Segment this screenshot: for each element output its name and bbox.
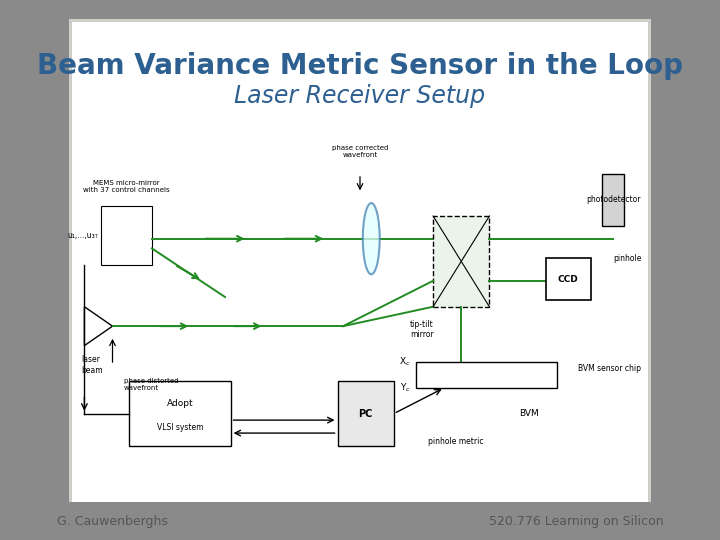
Ellipse shape xyxy=(363,203,379,274)
Bar xyxy=(69,19,651,505)
Text: u₁,...,u₃₇: u₁,...,u₃₇ xyxy=(68,231,99,240)
Text: MEMS micro-mirror
with 37 control channels: MEMS micro-mirror with 37 control channe… xyxy=(84,180,170,193)
Text: Beam Variance Metric Sensor in the Loop: Beam Variance Metric Sensor in the Loop xyxy=(37,52,683,80)
Text: laser
beam: laser beam xyxy=(81,355,103,375)
Text: VLSI system: VLSI system xyxy=(157,423,203,433)
Text: phase corrected
wavefront: phase corrected wavefront xyxy=(332,145,388,158)
Text: CCD: CCD xyxy=(558,275,578,284)
Text: 520.776 Learning on Silicon: 520.776 Learning on Silicon xyxy=(489,515,663,528)
Text: Y$_c$: Y$_c$ xyxy=(400,381,410,394)
Bar xyxy=(546,258,590,300)
Text: tip-tilt
mirror: tip-tilt mirror xyxy=(410,320,433,339)
Bar xyxy=(102,206,152,265)
Text: PC: PC xyxy=(359,409,373,419)
Text: BVM sensor chip: BVM sensor chip xyxy=(578,364,642,373)
Bar xyxy=(433,216,490,307)
Text: pinhole metric: pinhole metric xyxy=(428,437,483,446)
Text: phase distorted
wavefront: phase distorted wavefront xyxy=(124,378,179,391)
Bar xyxy=(73,22,647,502)
Text: G. Cauwenberghs: G. Cauwenberghs xyxy=(57,515,168,528)
Text: BVM: BVM xyxy=(519,409,539,418)
Bar xyxy=(416,362,557,388)
Text: X$_c$: X$_c$ xyxy=(399,355,410,368)
Text: Adopt: Adopt xyxy=(167,400,193,408)
Bar xyxy=(130,381,230,446)
Text: Laser Receiver Setup: Laser Receiver Setup xyxy=(235,84,485,108)
Bar xyxy=(602,174,624,226)
Bar xyxy=(44,502,676,540)
Bar xyxy=(338,381,394,446)
Text: photodetector: photodetector xyxy=(587,195,642,204)
Polygon shape xyxy=(84,307,112,346)
Text: pinhole: pinhole xyxy=(613,254,642,262)
